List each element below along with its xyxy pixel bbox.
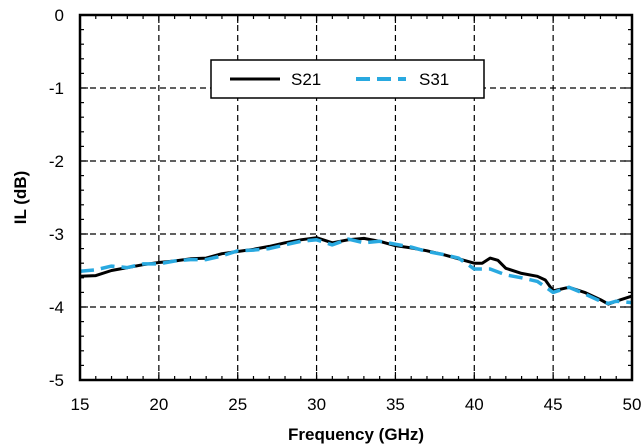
x-tick-label: 15 [71, 395, 90, 414]
y-tick-label: -5 [49, 371, 64, 390]
x-tick-label: 45 [544, 395, 563, 414]
legend: S21 S31 [210, 59, 485, 99]
y-tick-label: -1 [49, 79, 64, 98]
x-tick-label: 50 [623, 395, 642, 414]
y-tick-label: 0 [55, 6, 64, 25]
y-tick-label: -3 [49, 225, 64, 244]
legend-box [210, 59, 485, 99]
plot-frame [78, 13, 634, 382]
series-line-s21 [79, 236, 633, 306]
y-axis-title: IL (dB) [11, 171, 30, 225]
legend-label-s31: S31 [419, 70, 449, 89]
legend-label-s21: S21 [291, 70, 321, 89]
y-tick-label: -4 [49, 298, 64, 317]
tick-labels: 15 20 25 30 35 40 45 50 0 -1 -2 -3 -4 -5 [49, 6, 642, 414]
x-tick-label: 30 [307, 395, 326, 414]
x-axis-title: Frequency (GHz) [288, 425, 424, 444]
y-tick-label: -2 [49, 152, 64, 171]
series-line-s31 [79, 237, 633, 306]
x-tick-label: 25 [228, 395, 247, 414]
x-tick-label: 20 [149, 395, 168, 414]
x-tick-label: 40 [465, 395, 484, 414]
series-layer [79, 236, 633, 306]
x-tick-label: 35 [386, 395, 405, 414]
